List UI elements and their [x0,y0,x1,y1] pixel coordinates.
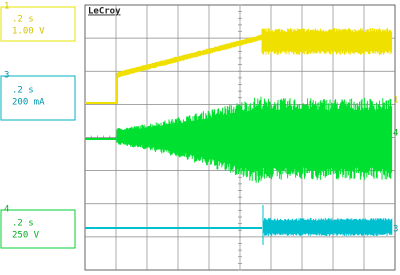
scale: 1.00 V [12,27,45,37]
traces [85,28,393,245]
trace-marker: 1 [393,96,398,106]
trace-marker: 4 [393,129,398,139]
channel-number: 1 [4,2,9,12]
channel-box [0,209,76,249]
trace-3-noise [262,218,393,236]
channel-box [0,75,76,121]
timebase: .2 s [12,219,34,229]
trace-4-noise [116,96,263,183]
trace-4-noise [261,98,393,180]
trace-1-noise [116,34,263,78]
channel-number: 3 [4,71,9,81]
brand: LeCroy [88,7,121,17]
channel-number: 4 [4,205,9,215]
timebase: .2 s [12,86,34,96]
scale: 250 V [12,231,40,241]
timebase: .2 s [12,15,34,25]
channel-box [0,6,76,42]
trace-1-noise [261,28,393,55]
trace-marker: 3 [393,225,398,235]
scale: 200 mA [12,98,45,108]
